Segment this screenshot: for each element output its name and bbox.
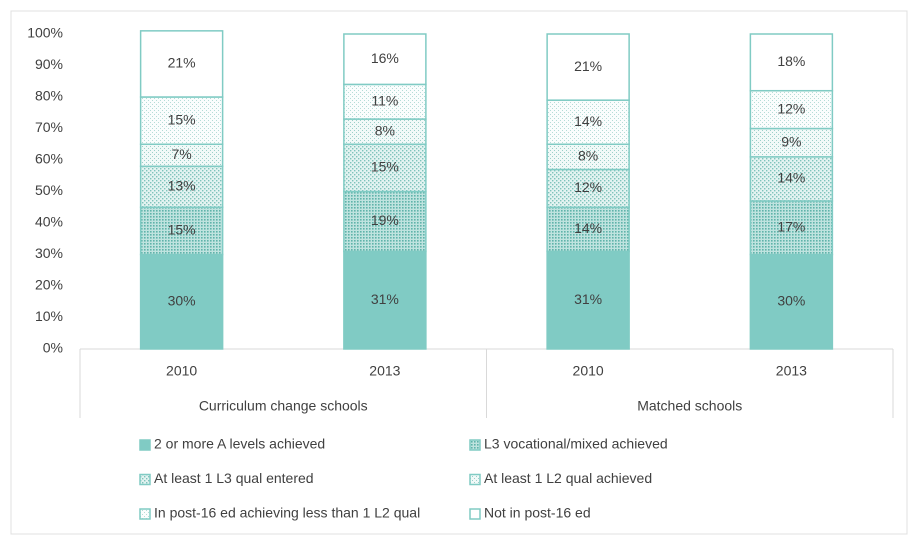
bar-segment	[546, 143, 630, 171]
legend-swatch	[469, 508, 481, 520]
data-label: 12%	[574, 179, 602, 195]
bar-segment	[749, 200, 834, 256]
frame	[10, 10, 908, 535]
y-tick-label: 90%	[35, 56, 63, 72]
data-label: 8%	[375, 122, 395, 138]
bar-segment	[546, 33, 630, 101]
bar-segment	[546, 168, 630, 208]
bar-segment	[749, 156, 834, 202]
data-label: 30%	[777, 292, 805, 308]
y-tick-label: 20%	[35, 277, 63, 293]
data-label: 15%	[168, 222, 196, 238]
data-label: 16%	[371, 50, 399, 66]
data-label: 31%	[574, 291, 602, 307]
y-tick-label: 0%	[43, 340, 63, 356]
data-label: 13%	[168, 177, 196, 193]
legend-swatch	[139, 473, 151, 486]
legend-label: L3 vocational/mixed achieved	[484, 436, 668, 452]
bar-segment	[343, 33, 427, 86]
x-tick-label: 2010	[166, 363, 197, 379]
legend-label: At least 1 L3 qual entered	[154, 470, 314, 486]
y-tick-label: 10%	[35, 308, 63, 324]
y-tick-label: 70%	[35, 119, 63, 135]
y-tick-label: 60%	[35, 151, 63, 167]
y-tick-label: 80%	[35, 88, 63, 104]
data-label: 14%	[574, 220, 602, 236]
bar-segment	[139, 30, 224, 98]
bar-segment	[139, 253, 224, 350]
data-label: 30%	[168, 292, 196, 308]
legend-swatch	[139, 508, 151, 520]
data-label: 18%	[777, 53, 805, 69]
data-label: 15%	[371, 159, 399, 175]
data-label: 21%	[168, 55, 196, 71]
data-label: 17%	[777, 218, 805, 234]
x-tick-label: 2010	[573, 363, 604, 379]
bar-segment	[546, 99, 630, 145]
legend-label: In post-16 ed achieving less than 1 L2 q…	[154, 505, 420, 521]
y-tick-label: 100%	[27, 25, 63, 41]
y-tick-label: 50%	[35, 182, 63, 198]
bar-segment	[343, 190, 427, 253]
bar-segment	[749, 33, 834, 92]
legend-label: At least 1 L2 qual achieved	[484, 470, 652, 486]
y-tick-label: 30%	[35, 245, 63, 261]
group-label: Curriculum change schools	[199, 398, 368, 414]
data-label: 19%	[371, 212, 399, 228]
bar-segment	[546, 250, 630, 350]
group-label: Matched schools	[637, 398, 742, 414]
data-label: 14%	[777, 170, 805, 186]
legend-swatch	[469, 473, 481, 486]
data-label: 15%	[168, 111, 196, 127]
legend-swatch	[469, 439, 481, 451]
y-tick-label: 40%	[35, 214, 63, 230]
data-label: 31%	[371, 291, 399, 307]
bar-segment	[749, 253, 834, 350]
bar-segment	[139, 96, 224, 145]
data-label: 21%	[574, 58, 602, 74]
bar-segment	[139, 165, 224, 209]
legend-swatch	[139, 439, 151, 451]
bar-segment	[343, 143, 427, 193]
legend-label: Not in post-16 ed	[484, 505, 591, 521]
bar-segment	[749, 127, 834, 158]
bar-segment	[343, 250, 427, 350]
data-label: 14%	[574, 113, 602, 129]
legend-label: 2 or more A levels achieved	[154, 436, 325, 452]
data-label: 8%	[578, 148, 598, 164]
x-tick-label: 2013	[776, 363, 807, 379]
x-tick-label: 2013	[369, 363, 400, 379]
bar-segment	[343, 83, 427, 120]
data-label: 7%	[172, 146, 192, 162]
data-label: 12%	[777, 100, 805, 116]
data-label: 9%	[781, 133, 801, 149]
data-label: 11%	[371, 92, 398, 108]
